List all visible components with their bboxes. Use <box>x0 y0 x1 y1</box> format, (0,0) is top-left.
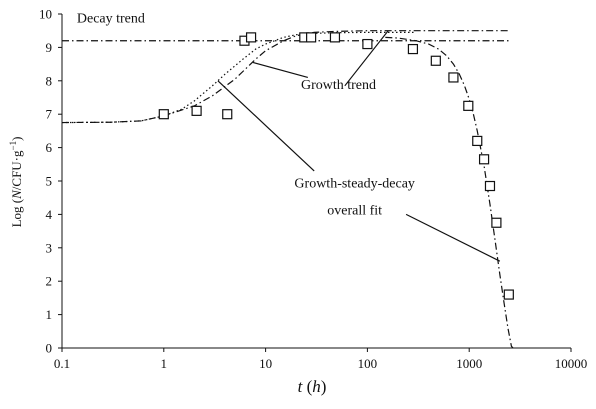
x-label-paren-close: ) <box>321 377 327 396</box>
y-label-unit: /CFU·g <box>9 150 24 190</box>
y-tick-label: 1 <box>46 307 53 322</box>
series-markers <box>158 32 514 300</box>
growth-steady-decay-label: Growth-steady-decay <box>294 177 415 192</box>
data-point-marker <box>448 72 459 83</box>
y-tick-label: 8 <box>46 73 53 88</box>
y-tick-label: 5 <box>46 174 53 189</box>
y-tick-label: 6 <box>46 140 53 155</box>
growth-steady-decay-pointer <box>217 80 315 172</box>
x-tick-label: 1 <box>161 356 168 371</box>
data-point-marker <box>329 32 341 43</box>
y-label-suffix: ) <box>9 137 24 141</box>
data-point-marker <box>472 135 483 147</box>
y-label-prefix: Log ( <box>9 199 24 228</box>
y-tick-label: 4 <box>46 207 53 222</box>
data-point-marker <box>245 32 257 43</box>
series-line-3-dash-dot <box>61 30 510 124</box>
data-point-marker <box>484 180 496 192</box>
x-label-paren-open: ( <box>302 377 312 396</box>
y-tick-label: 3 <box>46 240 53 255</box>
overall-fit-label: overall fit <box>327 203 382 218</box>
x-tick-label: 0.1 <box>54 356 70 371</box>
y-tick-label: 9 <box>46 40 53 55</box>
x-tick-label: 10000 <box>555 356 588 371</box>
y-tick-label: 7 <box>46 107 53 122</box>
x-tick-label: 1000 <box>456 356 482 371</box>
x-tick-label: 100 <box>358 356 378 371</box>
data-point-marker <box>430 55 441 66</box>
growth-trend-label: Growth trend <box>301 78 376 93</box>
y-label-exp: −1 <box>8 141 18 151</box>
overall-fit-pointer <box>405 213 501 262</box>
data-point-marker <box>463 100 474 111</box>
x-axis-label: t (h) <box>298 377 327 396</box>
x-tick-label: 10 <box>259 356 272 371</box>
x-label-var: t <box>298 377 304 396</box>
y-tick-label: 10 <box>39 7 52 22</box>
data-point-marker <box>158 109 169 120</box>
series-line-4-dash-dot <box>385 36 514 349</box>
data-point-marker <box>491 217 502 228</box>
data-point-marker <box>362 38 373 50</box>
x-label-unit: h <box>312 377 321 396</box>
data-point-marker <box>222 109 233 120</box>
data-point-marker <box>306 32 317 43</box>
y-axis-label: Log (N/CFU·g−1) <box>8 137 24 228</box>
growth-trend-pointer <box>252 61 309 79</box>
decay-trend-pointer-pointer <box>344 30 389 87</box>
data-point-marker <box>407 43 419 55</box>
axes: 0.1 1 10 100 1000 10000 0 1 2 3 4 5 6 7 8 9 10 <box>39 7 587 372</box>
data-point-marker <box>478 154 490 165</box>
y-label-var: N <box>9 189 24 200</box>
series-lines <box>61 30 514 349</box>
series-line-2-dotted <box>61 31 416 124</box>
decay-trend-label: Decay trend <box>77 11 145 26</box>
y-tick-label: 2 <box>46 274 53 289</box>
annotations: Decay trend Growth trend Growth-steady-dec… <box>77 11 501 262</box>
y-tick-label: 0 <box>46 341 53 356</box>
data-point-marker <box>191 105 202 116</box>
data-point-marker <box>503 289 514 300</box>
